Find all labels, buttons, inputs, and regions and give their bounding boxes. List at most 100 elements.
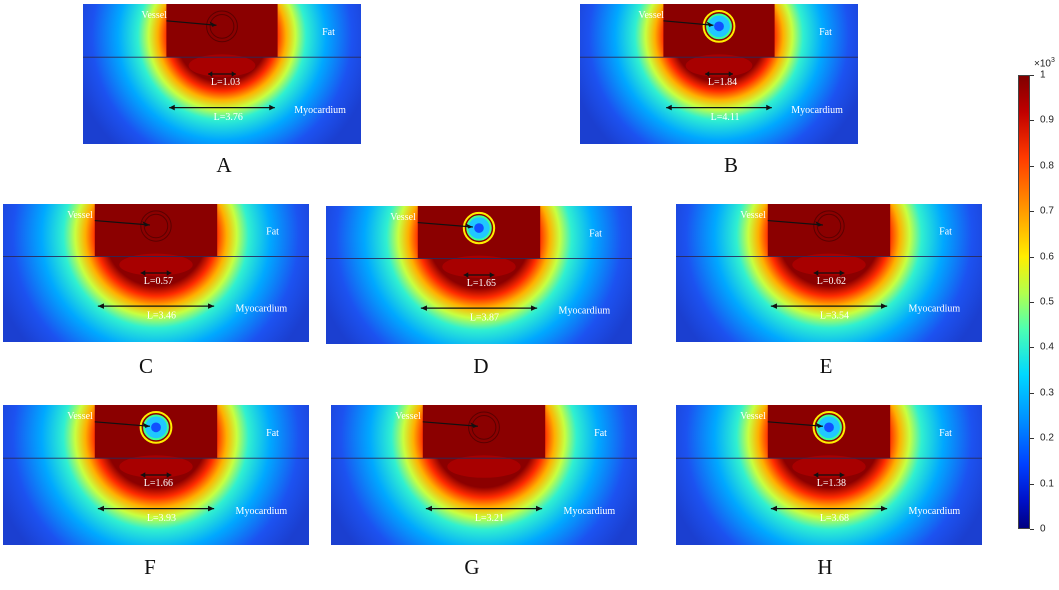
vessel-pointer <box>94 219 150 226</box>
vessel-pointer-head <box>142 221 150 227</box>
vessel-inner-outline <box>143 213 169 239</box>
vessel-outline <box>206 10 238 43</box>
colorbar-tick-label: 0.9 <box>1040 114 1054 126</box>
vessel-label: Vessel <box>390 212 416 223</box>
colorbar-tick-mark <box>1030 302 1034 303</box>
vessel-inner-outline <box>471 414 497 440</box>
colorbar-tick-mark <box>1030 438 1034 440</box>
myocardium-lesion-zone <box>442 255 516 278</box>
vessel-outer-ring <box>702 9 736 43</box>
colorbar-tick-label: 0.1 <box>1040 478 1054 490</box>
myocardium-label: Myocardium <box>236 304 288 315</box>
colorbar-tick-mark <box>1030 75 1034 76</box>
vessel-label: Vessel <box>67 210 93 221</box>
colorbar-tick-label: 0.2 <box>1040 432 1054 444</box>
fat-label: Fat <box>266 428 279 439</box>
short-length-label: L=1.03 <box>211 77 240 88</box>
vessel-outer-ring <box>462 211 496 245</box>
colorbar-tick-label: 0 <box>1040 523 1046 535</box>
myocardium-lesion-zone <box>447 455 521 478</box>
panel-e: Vessel Fat Myocardium L=0.62 L=3.54 <box>676 204 982 342</box>
fat-label: Fat <box>939 428 952 439</box>
short-length-label: L=0.57 <box>144 276 173 287</box>
colorbar-tick-mark <box>1030 165 1034 167</box>
vessel-center <box>714 21 724 32</box>
vessel-center <box>151 422 161 433</box>
myocardium-label: Myocardium <box>909 506 961 517</box>
vessel-outline <box>468 411 500 444</box>
colorbar-tick-mark <box>1030 529 1034 530</box>
vessel-outer-ring <box>812 410 846 444</box>
myocardium-label: Myocardium <box>294 105 346 116</box>
vessel-inner-outline <box>209 13 235 39</box>
fat-label: Fat <box>589 228 602 239</box>
fat-label: Fat <box>819 27 832 38</box>
panel-b: Vessel Fat Myocardium L=1.84 L=4.11 <box>580 4 858 144</box>
colorbar-tick-label: 1 <box>1040 69 1046 81</box>
vessel-label: Vessel <box>395 411 421 422</box>
panel-d: Vessel Fat Myocardium L=1.65 L=3.87 <box>326 206 632 344</box>
colorbar-tick-mark <box>1030 211 1034 213</box>
myocardium-label: Myocardium <box>564 506 616 517</box>
short-length-label: L=1.84 <box>708 77 737 88</box>
fat-label: Fat <box>939 226 952 237</box>
panel-letter-d: D <box>473 354 489 378</box>
vessel-pointer-head <box>815 221 823 227</box>
vessel-pointer-head <box>209 21 217 27</box>
myocardium-label: Myocardium <box>791 105 843 116</box>
colorbar-tick-label: 0.4 <box>1040 341 1054 353</box>
panel-f: Vessel Fat Myocardium L=1.66 L=3.93 <box>3 405 309 545</box>
colorbar-tick-mark <box>1030 483 1034 485</box>
vessel-outline <box>140 210 172 242</box>
vessel-label: Vessel <box>141 10 167 21</box>
panel-g: Vessel Fat Myocardium L=3.21 <box>331 405 637 545</box>
vessel-pointer <box>663 20 714 26</box>
colorbar-tick-mark <box>1030 256 1034 258</box>
myocardium-label: Myocardium <box>236 506 288 517</box>
vessel-pointer-head <box>815 422 823 428</box>
fat-lesion-zone <box>166 4 278 58</box>
vessel-label: Vessel <box>740 210 766 221</box>
myocardium-lesion-zone <box>119 455 193 478</box>
fat-lesion-zone <box>422 405 546 459</box>
long-length-label: L=3.46 <box>147 311 176 322</box>
short-length-label: L=1.38 <box>817 478 846 489</box>
myocardium-label: Myocardium <box>559 306 611 317</box>
panel-letter-f: F <box>144 555 156 579</box>
colorbar <box>1018 75 1030 529</box>
panel-letter-b: B <box>723 153 739 177</box>
colorbar-gradient <box>1019 76 1029 528</box>
colorbar-tick-label: 0.7 <box>1040 205 1054 217</box>
vessel-pointer <box>94 421 150 427</box>
colorbar-tick-mark <box>1030 120 1034 122</box>
myocardium-label: Myocardium <box>909 304 961 315</box>
vessel-inner-outline <box>816 213 842 239</box>
vessel-pointer <box>767 219 823 226</box>
myocardium-lesion-zone <box>792 253 866 276</box>
long-length-label: L=3.68 <box>820 513 849 524</box>
vessel-pointer <box>417 221 473 228</box>
short-length-label: L=0.62 <box>817 276 846 287</box>
long-length-label: L=3.87 <box>470 313 499 324</box>
colorbar-tick-label: 0.5 <box>1040 296 1054 308</box>
panel-letter-e: E <box>819 354 833 378</box>
panel-h: Vessel Fat Myocardium L=1.38 L=3.68 <box>676 405 982 545</box>
long-length-label: L=3.93 <box>147 513 176 524</box>
fat-label: Fat <box>322 27 335 38</box>
vessel-outline <box>813 210 845 242</box>
vessel-label: Vessel <box>67 411 93 422</box>
colorbar-tick-label: 0.8 <box>1040 160 1054 172</box>
vessel-pointer-head <box>470 422 478 428</box>
colorbar-tick-mark <box>1030 392 1034 394</box>
vessel-pointer-head <box>706 21 714 27</box>
short-length-label: L=1.65 <box>467 278 496 289</box>
vessel-pointer <box>166 20 217 26</box>
myocardium-lesion-zone <box>792 455 866 478</box>
myocardium-lesion-zone <box>119 253 193 276</box>
panel-letter-h: H <box>817 555 833 579</box>
vessel-center <box>474 223 484 233</box>
vessel-pointer <box>767 421 823 427</box>
fat-lesion-zone <box>767 204 891 257</box>
fat-label: Fat <box>266 226 279 237</box>
colorbar-tick-label: 0.6 <box>1040 251 1054 263</box>
